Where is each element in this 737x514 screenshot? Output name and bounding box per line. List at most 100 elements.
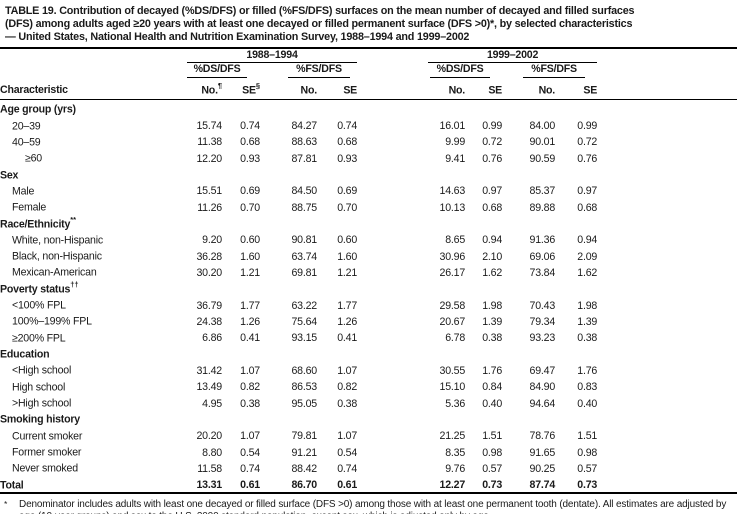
row-label: Former smoker [12,446,82,459]
cell-ds-se-1988: 0.70 [240,201,260,214]
table-title: TABLE 19. Contribution of decayed (%DS/D… [0,0,737,45]
spacer-cell [597,459,737,475]
cell-fs-se-1999 [555,215,597,231]
row-label: Female [12,201,47,214]
row-label-cell: High school [0,378,150,394]
cell-fs-no-1988: 90.81 [291,234,317,247]
table-row: Current smoker 20.20 1.07 79.81 1.07 21.… [0,427,737,443]
cell-fs-no-1988 [260,215,317,231]
cell-fs-se-1999 [555,345,597,361]
measure-header-row: %DS/DFS %FS/DFS %DS/DFS %FS/DFS [0,63,737,79]
spacer-cell [597,133,737,149]
cell-ds-se-1999: 0.38 [482,332,503,345]
cell-fs-no-1999: 93.23 [529,332,556,345]
cell-fs-se-1988: 0.82 [337,381,358,394]
cell-ds-no-1988: 11.58 [197,462,222,475]
col-header-se: SE§ [222,78,260,101]
table-row: Poverty status†† [0,280,737,296]
cell-ds-no-1999: 12.27 [439,479,466,492]
cell-fs-no-1999: 94.64 [529,397,556,410]
cell-fs-se-1988: 0.68 [337,136,358,149]
cell-ds-se-1988: 1.07 [240,364,260,377]
cell-ds-no-1999 [357,100,465,117]
row-label: Black, non-Hispanic [12,250,102,263]
cell-fs-no-1999: 84.90 [529,381,556,394]
spacer-cell [0,63,150,78]
cell-fs-se-1988: 0.74 [337,462,358,475]
cell-fs-se-1999 [555,410,597,426]
cell-fs-no-1999 [502,100,555,117]
cell-fs-se-1999: 1.62 [577,267,598,280]
spacer-cell [597,394,737,410]
col-header-se: SE [465,78,502,101]
measure-ds-dfs-1: %DS/DFS [187,63,247,79]
cell-fs-se-1988: 1.07 [337,430,358,443]
cell-fs-se-1999: 0.94 [577,234,598,247]
spacer-cell [597,443,737,459]
cell-ds-no-1999: 9.41 [445,152,466,165]
cell-ds-se-1999: 0.73 [482,479,503,492]
table-row: Education [0,345,737,361]
table-row: 100%–199% FPL 24.38 1.26 75.64 1.26 20.6… [0,312,737,328]
cell-fs-no-1999 [502,410,555,426]
cell-ds-no-1988: 11.38 [197,136,222,149]
cell-ds-no-1999 [357,166,465,182]
cell-ds-se-1988 [222,215,260,231]
row-label-cell: <High school [0,361,150,377]
spacer-cell [597,361,737,377]
cell-fs-se-1988: 0.70 [337,201,358,214]
table-row: Male 15.51 0.69 84.50 0.69 14.63 0.97 85… [0,182,737,198]
cell-fs-se-1999: 0.99 [577,120,598,133]
cell-ds-no-1988: 15.51 [196,185,222,198]
cell-ds-no-1999: 6.78 [445,332,466,345]
spacer-cell [597,476,737,493]
cell-ds-no-1988: 13.49 [196,381,222,394]
cell-ds-no-1988: 36.79 [196,299,222,312]
cell-fs-se-1999: 2.09 [577,250,598,263]
cell-fs-no-1999: 73.84 [529,267,556,280]
cell-ds-no-1999 [357,410,465,426]
cell-ds-se-1988: 0.54 [240,446,260,459]
cell-fs-no-1988: 79.81 [291,430,317,443]
cell-ds-no-1999: 8.65 [445,234,466,247]
spacer-cell [597,312,737,328]
cell-ds-no-1999 [357,215,465,231]
cell-fs-se-1988: 1.07 [337,364,358,377]
cell-ds-se-1999: 0.76 [482,152,503,165]
row-label: Never smoked [12,462,78,475]
spacer-cell [597,247,737,263]
cell-fs-se-1999: 1.39 [577,316,598,328]
spacer-cell [597,329,737,345]
cell-fs-se-1999: 1.51 [577,430,598,443]
cell-fs-se-1999: 0.68 [577,201,598,214]
cell-fs-no-1999: 90.25 [529,462,556,475]
cell-ds-no-1988: 31.42 [196,364,222,377]
row-label-cell: 20–39 [0,117,150,133]
row-label-cell: Mexican-American [0,263,150,279]
cell-ds-se-1988: 0.82 [240,381,260,394]
table-row: ≥60 12.20 0.93 87.81 0.93 9.41 0.76 90.5… [0,149,737,165]
spacer-cell [597,378,737,394]
cell-ds-se-1999: 0.84 [482,381,503,394]
spacer-cell [597,63,737,78]
table-row: 40–59 11.38 0.68 88.63 0.68 9.99 0.72 90… [0,133,737,149]
cell-fs-no-1999: 87.74 [529,479,556,492]
row-label: >High school [12,397,72,410]
row-label-cell: >High school [0,394,150,410]
cell-fs-no-1988: 87.81 [291,152,317,165]
cell-fs-no-1999: 70.43 [529,299,556,312]
cell-fs-se-1988 [317,345,357,361]
cell-ds-no-1988: 13.31 [196,479,222,492]
cell-ds-se-1988: 1.60 [240,250,260,263]
cell-fs-se-1999 [555,280,597,296]
footnote: * Denominator includes adults with least… [0,499,737,514]
cell-fs-no-1999: 69.47 [529,364,556,377]
table-row: Former smoker 8.80 0.54 91.21 0.54 8.35 … [0,443,737,459]
col-header-se: SE [555,78,597,101]
row-label-cell: Smoking history [0,410,150,426]
cell-ds-no-1999: 30.55 [439,364,466,377]
cell-ds-se-1999: 0.68 [482,201,503,214]
cell-fs-no-1999 [502,345,555,361]
cell-ds-no-1999: 14.63 [439,185,466,198]
